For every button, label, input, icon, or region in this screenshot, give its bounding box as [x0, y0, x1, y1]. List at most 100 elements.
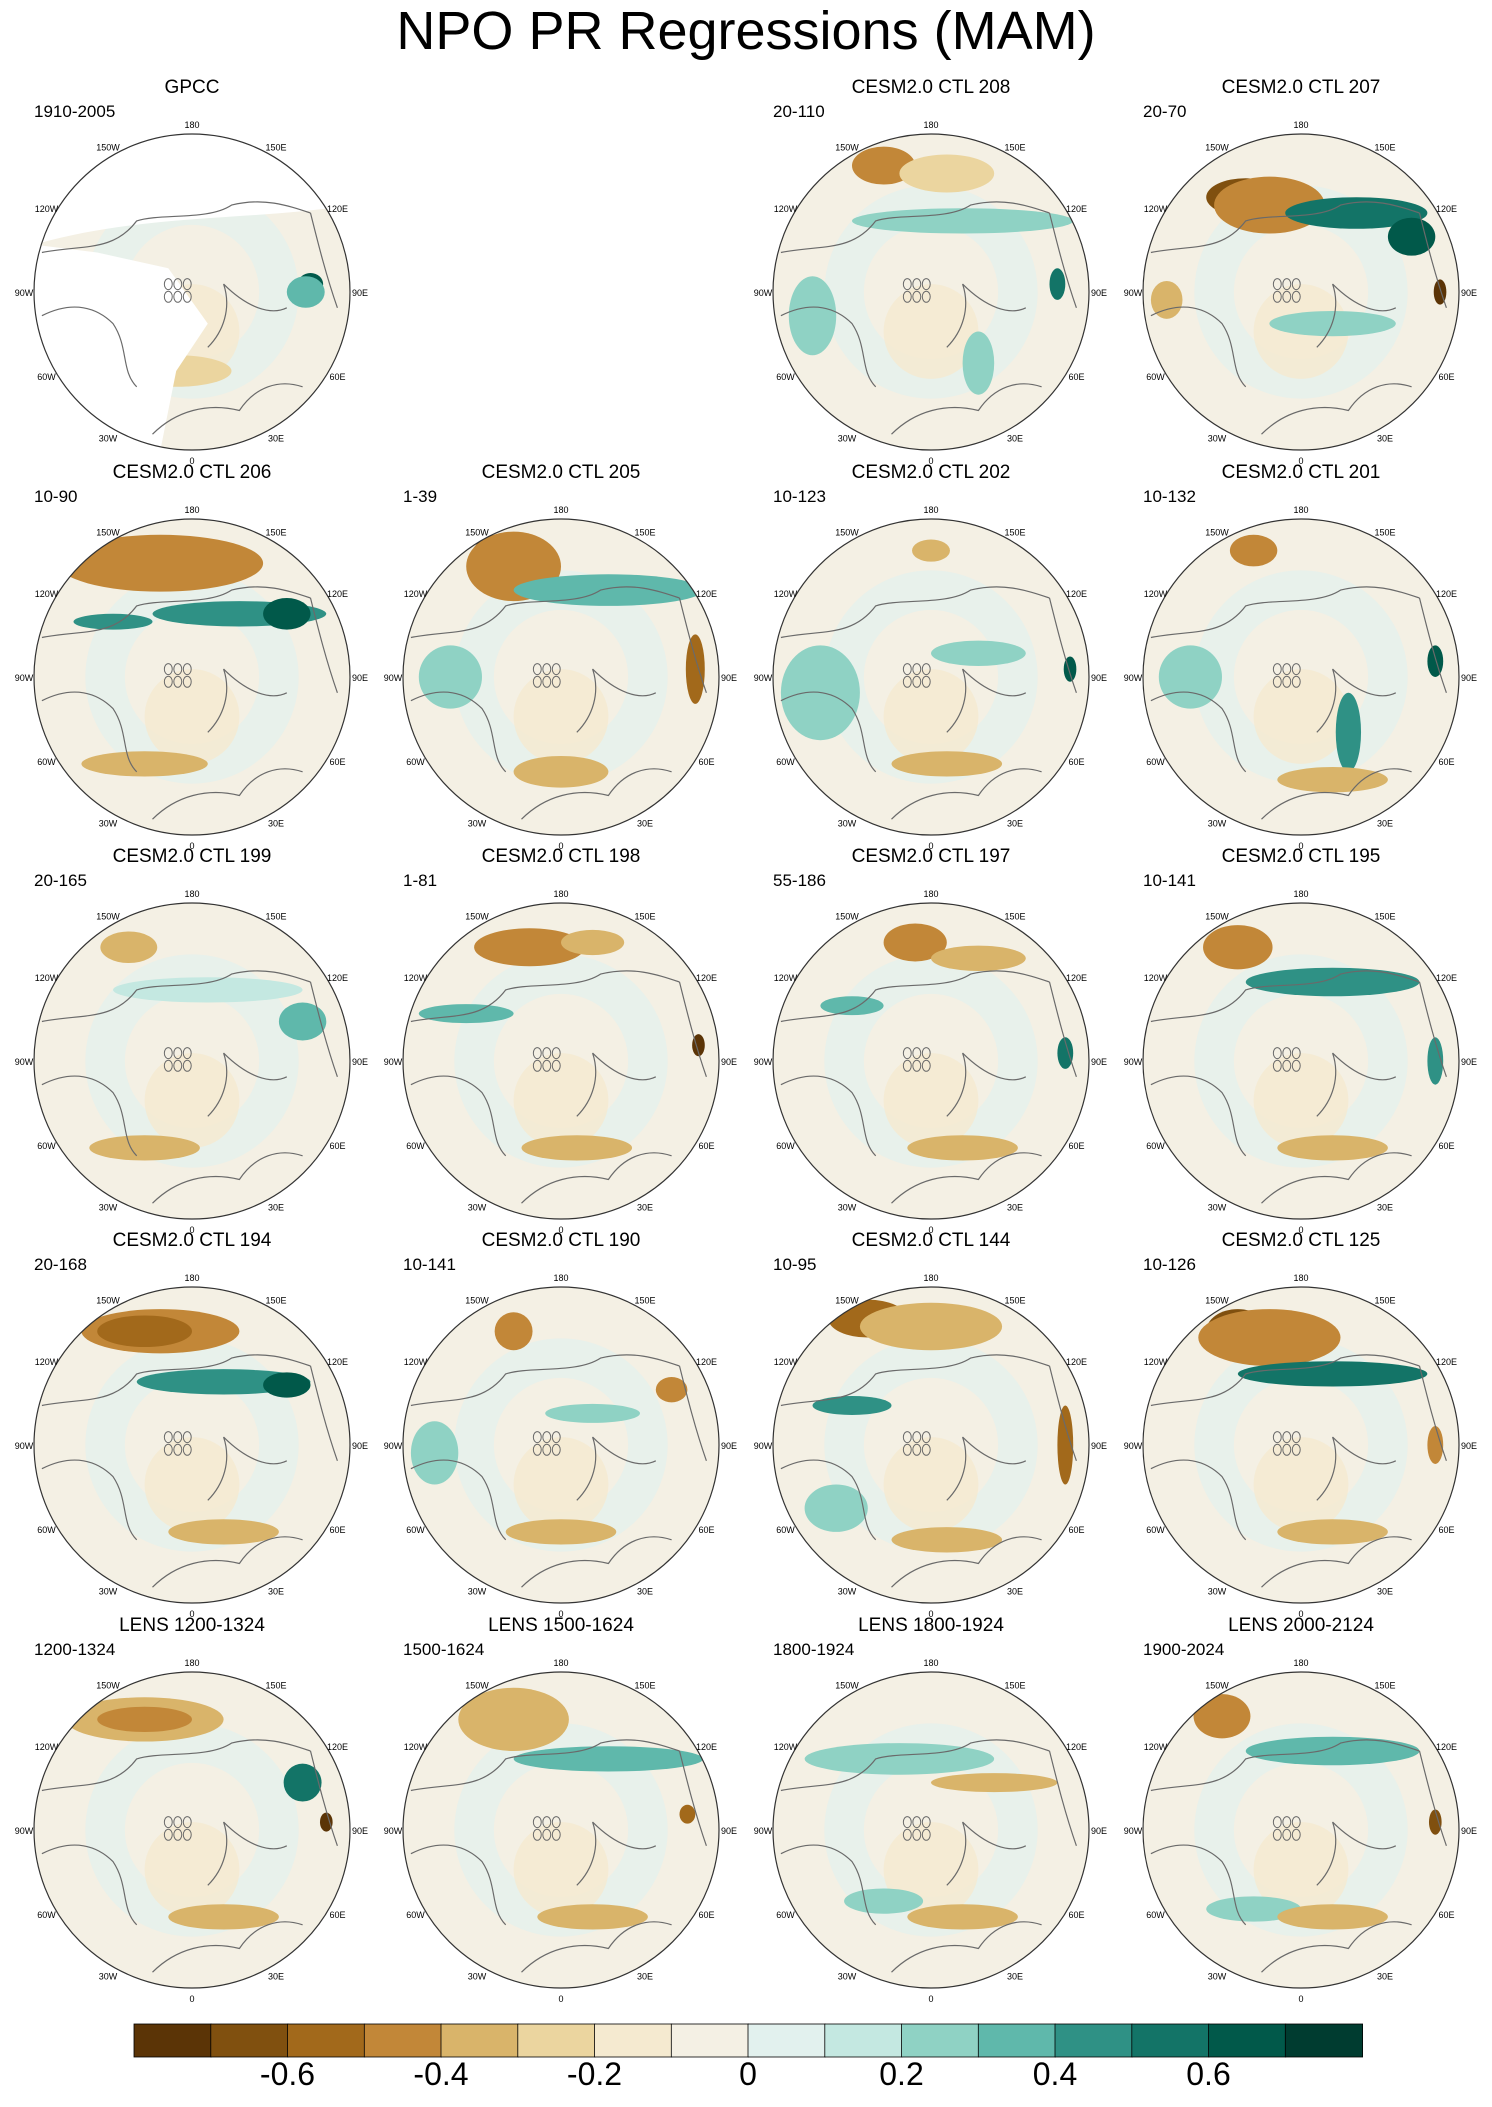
island-outline	[173, 1443, 183, 1456]
coastline	[780, 201, 1050, 254]
longitude-label: 30E	[637, 819, 653, 829]
colorbar-label: -0.4	[413, 2056, 469, 2092]
island-outline	[1291, 1047, 1301, 1060]
longitude-label: 0	[928, 1994, 933, 2004]
coastline	[410, 586, 680, 639]
island-outline	[542, 675, 552, 688]
longitude-label: 120E	[696, 589, 717, 599]
island-outline	[532, 1828, 542, 1841]
longitude-label: 90W	[754, 1057, 773, 1067]
panel-period: 1900-2024	[1143, 1640, 1225, 1659]
coastline	[576, 1052, 657, 1117]
anomaly-field	[780, 539, 1077, 820]
coastline	[891, 1536, 1042, 1588]
panel-title: LENS 1200-1324	[119, 1615, 265, 1636]
island-outline	[1282, 278, 1292, 291]
longitude-label: 150W	[1205, 912, 1229, 922]
coastline	[780, 1459, 877, 1541]
coastline	[207, 1052, 288, 1117]
panel-period: 10-123	[773, 487, 826, 506]
map-border	[1142, 518, 1460, 836]
anomaly-contour	[962, 331, 995, 395]
longitude-label: 150E	[1374, 528, 1395, 538]
coastline	[1150, 201, 1420, 254]
longitude-label: 120E	[696, 1742, 717, 1752]
anomaly-contour	[899, 154, 995, 193]
longitude-label: 60E	[329, 757, 345, 767]
panel-period: 1800-1924	[773, 1640, 855, 1659]
longitude-label: 90W	[1124, 673, 1143, 683]
longitude-label: 180	[553, 1658, 568, 1668]
island-outline	[163, 675, 173, 688]
longitude-label: 120W	[35, 1742, 59, 1752]
longitude-label: 150W	[1205, 1296, 1229, 1306]
longitude-label: 120W	[1144, 1357, 1168, 1367]
longitude-label: 150W	[465, 912, 489, 922]
anomaly-contour	[1245, 967, 1420, 997]
longitude-label: 60W	[776, 1141, 795, 1151]
island-outline	[182, 1816, 192, 1829]
longitude-label: 60E	[1068, 1525, 1084, 1535]
anomaly-contour	[1335, 692, 1362, 772]
longitude-label: 180	[923, 1658, 938, 1668]
longitude-label: 120E	[1066, 973, 1087, 983]
longitude-label: 60W	[1146, 1141, 1165, 1151]
longitude-label: 90E	[721, 1057, 737, 1067]
longitude-label: 150W	[1205, 528, 1229, 538]
anomaly-contour	[1158, 645, 1222, 709]
longitude-label: 90W	[384, 1057, 403, 1067]
anomaly-contour	[912, 539, 950, 562]
longitude-label: 150W	[835, 912, 859, 922]
longitude-label: 60W	[1146, 1525, 1165, 1535]
coastline	[41, 201, 311, 254]
longitude-label: 150W	[835, 1296, 859, 1306]
anomaly-field	[1150, 534, 1447, 820]
longitude-label: 120W	[1144, 1742, 1168, 1752]
coastline	[521, 768, 672, 820]
anomaly-field	[41, 931, 338, 1204]
longitude-label: 180	[1293, 889, 1308, 899]
longitude-label: 60E	[329, 1910, 345, 1920]
longitude-label: 0	[189, 456, 194, 466]
map-border	[772, 1286, 1090, 1604]
map-panel-ctl205: 180 150E 120E 90E 60E 30E 0 30W 60W 90W 120W 150W	[384, 505, 737, 851]
island-outline	[532, 675, 542, 688]
coastline	[410, 1354, 680, 1407]
map-panel-ctl201: 180 150E 120E 90E 60E 30E 0 30W 60W 90W 120W 150W	[1124, 505, 1477, 851]
island-outline	[163, 278, 173, 291]
anomaly-contour	[513, 1746, 704, 1772]
anomaly-contour	[891, 1527, 1003, 1553]
coastline	[207, 1821, 288, 1886]
island-outline	[173, 663, 183, 676]
island-outline	[173, 278, 183, 291]
longitude-label: 180	[553, 1273, 568, 1283]
longitude-label: 120W	[404, 1742, 428, 1752]
island-outline	[912, 1816, 922, 1829]
island-outline	[1291, 663, 1301, 676]
coastline	[891, 383, 1042, 435]
longitude-label: 90W	[1124, 1826, 1143, 1836]
longitude-label: 120E	[327, 1742, 348, 1752]
anomaly-contour	[852, 146, 916, 185]
island-outline	[173, 1047, 183, 1060]
longitude-label: 180	[923, 1273, 938, 1283]
longitude-label: 60E	[1438, 757, 1454, 767]
longitude-label: 30W	[1208, 1587, 1227, 1597]
longitude-label: 120E	[1066, 1357, 1087, 1367]
coastline	[678, 1750, 707, 1846]
anomaly-contour	[1428, 1809, 1442, 1835]
anomaly-contour	[1277, 1904, 1388, 1930]
map-panel-lens1200: 180 150E 120E 90E 60E 30E 0 30W 60W 90W 120W 150W	[15, 1658, 368, 2004]
longitude-label: 60W	[1146, 372, 1165, 382]
longitude-label: 90E	[352, 288, 368, 298]
panel-period: 10-141	[1143, 871, 1196, 890]
panel-period: 20-165	[34, 871, 87, 890]
longitude-label: 60W	[37, 1910, 56, 1920]
longitude-label: 30E	[268, 819, 284, 829]
panel-title: CESM2.0 CTL 199	[112, 846, 272, 867]
anomaly-contour	[1277, 1519, 1388, 1545]
map-border	[33, 133, 351, 451]
island-outline	[1291, 1059, 1301, 1072]
longitude-label: 180	[184, 505, 199, 515]
longitude-label: 120W	[1144, 973, 1168, 983]
